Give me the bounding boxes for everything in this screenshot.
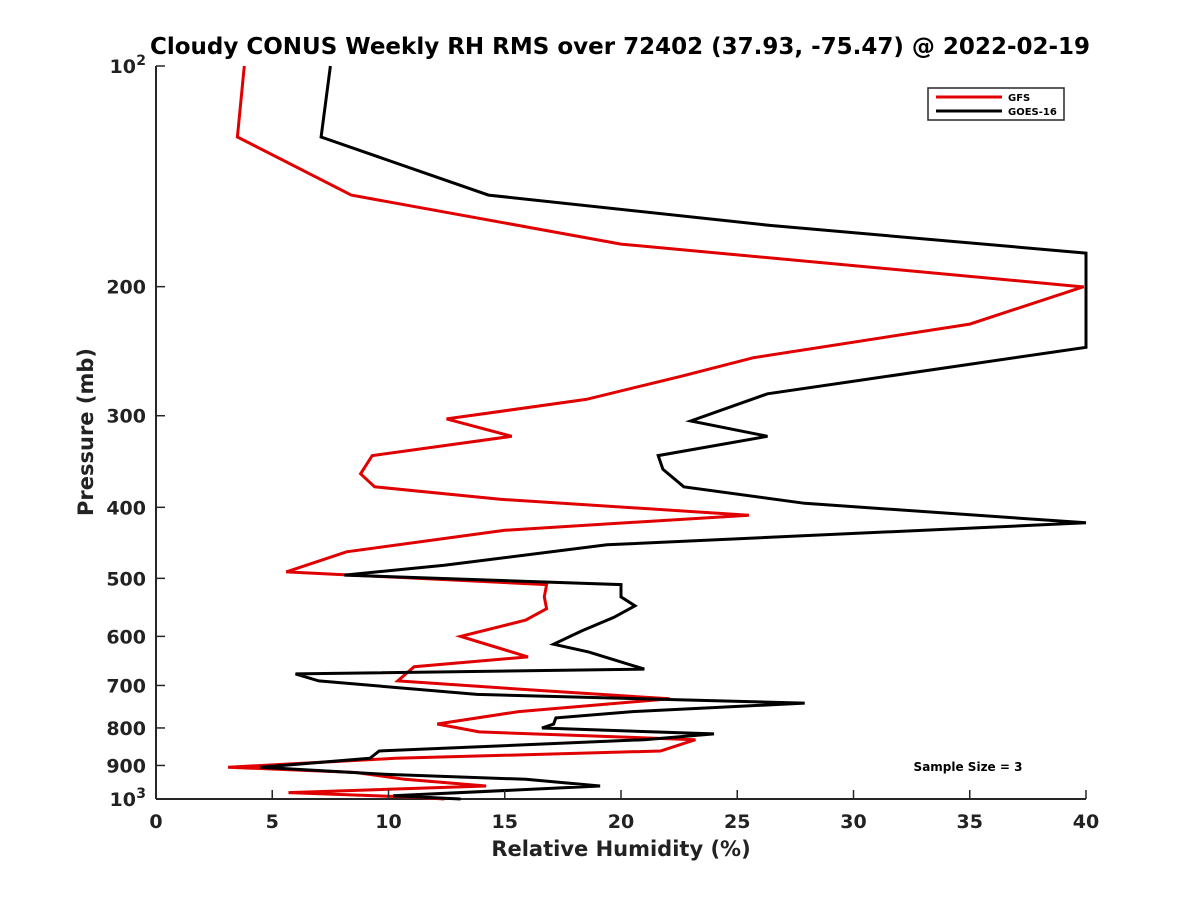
x-tick-label: 25 — [724, 811, 750, 833]
x-tick-label: 10 — [375, 811, 401, 833]
legend: GFS GOES-16 — [927, 87, 1065, 121]
legend-label-gfs: GFS — [1008, 93, 1030, 104]
y-axis-label: Pressure (mb) — [74, 348, 98, 516]
y-tick-label: 500 — [106, 568, 146, 590]
legend-label-goes16: GOES-16 — [1008, 107, 1057, 118]
plot-background — [156, 66, 1086, 799]
y-tick-exponent: 2 — [136, 53, 146, 69]
x-tick-label: 0 — [149, 811, 162, 833]
series-line-gfs — [228, 65, 1085, 801]
x-tick-label: 30 — [840, 811, 866, 833]
y-tick-label: 10 — [110, 789, 136, 811]
y-tick-label: 200 — [106, 277, 146, 299]
y-tick-label: 10 — [110, 56, 136, 78]
x-tick-label: 35 — [957, 811, 983, 833]
y-tick-label: 900 — [106, 755, 146, 777]
y-tick-label: 800 — [106, 718, 146, 740]
plot-area — [155, 65, 1088, 801]
series-line-goes16 — [260, 65, 1088, 801]
y-tick-label: 300 — [106, 406, 146, 428]
y-tick-exponent: 3 — [136, 786, 146, 802]
x-tick-label: 15 — [492, 811, 518, 833]
y-tick-label: 600 — [106, 626, 146, 648]
x-tick-label: 20 — [608, 811, 634, 833]
x-axis-label: Relative Humidity (%) — [491, 837, 750, 861]
x-tick-label: 5 — [266, 811, 279, 833]
x-axis-ticks: 0 5 10 15 20 25 30 35 40 — [149, 790, 1099, 833]
chart-title: Cloudy CONUS Weekly RH RMS over 72402 (3… — [150, 34, 1090, 60]
legend-box — [927, 87, 1065, 121]
series-group — [228, 65, 1088, 801]
y-tick-label: 400 — [106, 497, 146, 519]
y-tick-label: 700 — [106, 675, 146, 697]
x-tick-label: 40 — [1073, 811, 1099, 833]
sample-size-annotation: Sample Size = 3 — [914, 760, 1023, 774]
